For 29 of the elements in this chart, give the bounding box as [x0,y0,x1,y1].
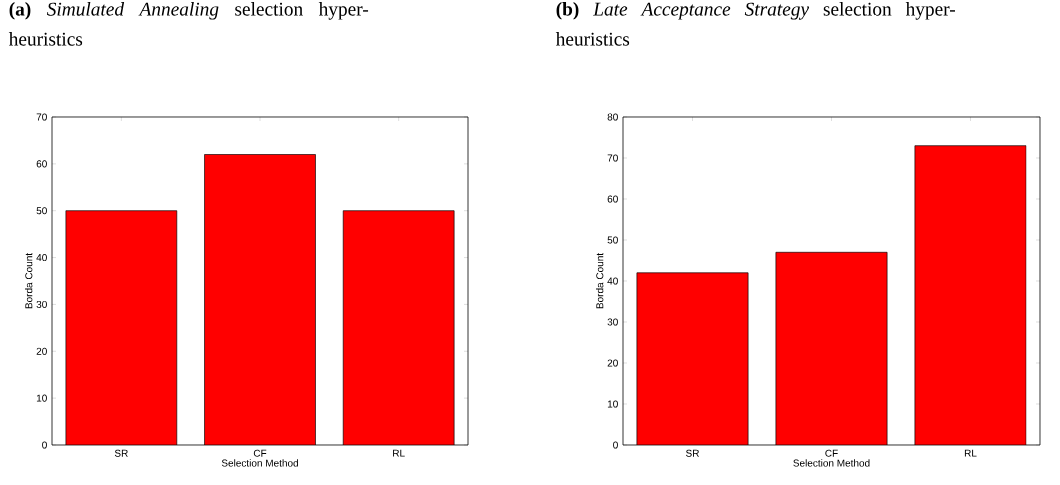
y-tick-label: 20 [607,359,618,367]
chart-title: (a) Simulated Annealing selection hyper-heuristics [8,2,369,46]
y-tick-label: 30 [607,318,618,326]
x-axis-title: Selection Method [221,459,298,467]
y-tick-label: 30 [36,300,47,308]
y-tick-label: 0 [613,441,618,449]
chart-title: (b) Late Acceptance Strategy selection hyper-heuristics [555,2,956,46]
y-tick-label: 50 [36,207,47,215]
x-tick-label: RL [393,449,405,457]
x-tick-label: CF [253,449,267,457]
x-tick-label: SR [686,449,699,457]
y-axis-title: Borda Count [596,253,604,309]
y-axis-title: Borda Count [25,253,33,309]
y-tick-label: 10 [607,400,618,408]
y-tick-label: 60 [607,195,618,203]
y-tick-label: 60 [36,160,47,168]
x-axis-title: Selection Method [793,459,870,467]
y-tick-label: 50 [607,236,618,244]
y-tick-label: 70 [607,154,618,162]
y-tick-label: 70 [36,113,47,121]
y-tick-label: 10 [36,394,47,402]
y-tick-label: 0 [42,441,47,449]
y-tick-label: 40 [36,254,47,262]
y-tick-label: 40 [607,277,618,285]
x-tick-label: CF [825,449,838,457]
y-tick-label: 80 [607,113,618,121]
y-tick-label: 20 [36,347,47,355]
x-tick-label: RL [964,449,977,457]
x-tick-label: SR [114,449,128,457]
